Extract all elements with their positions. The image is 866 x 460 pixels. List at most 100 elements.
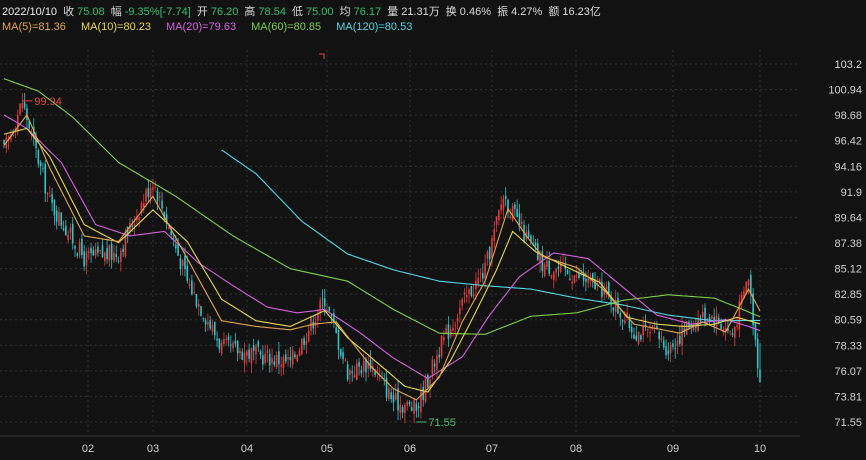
bracket-marker (319, 54, 324, 59)
candle-body (255, 346, 257, 354)
candle-body (613, 307, 615, 310)
x-tick-label: 02 (82, 443, 94, 455)
candle-body (331, 315, 333, 316)
candle-body (361, 370, 363, 373)
candle-body (461, 299, 463, 306)
candle-body (388, 388, 390, 399)
candle-body (395, 393, 397, 400)
candle-body (90, 248, 92, 253)
candle-body (681, 326, 683, 346)
candle-body (420, 390, 422, 412)
candle-body (49, 196, 51, 197)
candle-body (409, 402, 411, 404)
candle-body (535, 243, 537, 246)
candle-body (548, 261, 550, 274)
candle-body (241, 352, 243, 360)
candle-body (228, 337, 230, 340)
candle-body (521, 222, 523, 224)
candle-body (70, 228, 72, 233)
candle-body (464, 292, 466, 294)
candle-body (711, 316, 713, 319)
candle-body (138, 217, 140, 220)
candle-body (184, 256, 186, 269)
candle-body (567, 269, 569, 273)
candle-body (296, 355, 298, 361)
candle-body (72, 224, 74, 244)
candle-body (443, 337, 445, 340)
y-tick-label: 89.64 (834, 212, 862, 224)
candle-body (491, 238, 493, 258)
candle-body (661, 338, 663, 340)
candle-body (113, 253, 115, 262)
candle-body (452, 328, 454, 331)
candle-body (736, 325, 738, 326)
candle-body (553, 272, 555, 280)
candle-body (342, 352, 344, 359)
x-tick-label: 09 (667, 443, 679, 455)
candle-body (400, 405, 402, 413)
candle-body (441, 336, 443, 357)
x-tick-label: 03 (147, 443, 159, 455)
candle-body (679, 336, 681, 344)
candle-body (750, 275, 752, 294)
candle-body (191, 280, 193, 294)
candle-body (677, 340, 679, 346)
candle-body (335, 328, 337, 333)
x-tick-label: 04 (241, 443, 253, 455)
candle-body (159, 196, 161, 197)
candle-body (260, 351, 262, 354)
candle-body (544, 264, 546, 276)
candle-body (340, 349, 342, 356)
candle-body (214, 322, 216, 335)
candle-body (40, 162, 42, 166)
y-tick-label: 76.07 (834, 366, 862, 378)
candle-body (484, 263, 486, 279)
candle-body (757, 339, 759, 368)
candle-body (498, 210, 500, 220)
x-tick-label: 07 (486, 443, 498, 455)
candle-body (267, 351, 269, 352)
candle-body (122, 249, 124, 252)
candle-body (608, 282, 610, 293)
candle-body (182, 260, 184, 266)
candle-body (74, 245, 76, 248)
y-tick-label: 96.42 (834, 136, 862, 148)
candle-body (734, 327, 736, 338)
candle-body (413, 400, 415, 414)
y-tick-label: 87.38 (834, 238, 862, 250)
candle-body (198, 304, 200, 307)
candle-body (635, 336, 637, 341)
y-tick-label: 103.2 (834, 59, 862, 71)
candle-body (257, 341, 259, 346)
candle-body (150, 188, 152, 199)
candle-body (280, 365, 282, 367)
candle-body (97, 247, 99, 253)
candle-body (248, 350, 250, 359)
candle-body (189, 284, 191, 285)
candle-body (308, 331, 310, 342)
candle-body (640, 335, 642, 339)
candle-body (585, 279, 587, 282)
candle-body (58, 212, 60, 226)
candle-body (120, 251, 122, 262)
candle-body (578, 273, 580, 278)
candle-body (230, 345, 232, 346)
candle-body (319, 300, 321, 313)
candle-body (63, 228, 65, 230)
candle-body (624, 321, 626, 324)
candle-body (546, 260, 548, 267)
candle-body (193, 292, 195, 293)
candle-body (411, 407, 413, 410)
candle-body (232, 343, 234, 349)
candle-body (354, 375, 356, 377)
candle-body (157, 191, 159, 202)
candle-body (647, 329, 649, 330)
candle-body (209, 320, 211, 328)
candle-body (322, 299, 324, 300)
candle-body (427, 375, 429, 387)
candle-body (649, 332, 651, 333)
candle-body (480, 274, 482, 275)
candle-body (571, 282, 573, 283)
candle-body (477, 278, 479, 284)
